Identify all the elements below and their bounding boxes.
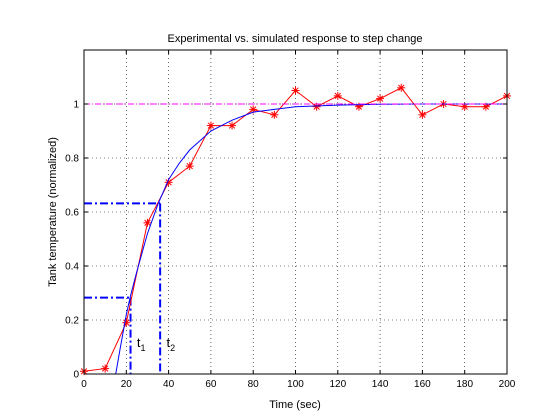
marker-stroke xyxy=(398,84,405,91)
x-tick-label: 120 xyxy=(329,379,346,390)
x-tick-label: 20 xyxy=(121,379,133,390)
x-tick-label: 0 xyxy=(81,379,87,390)
series-layer xyxy=(80,83,511,376)
x-tick-label: 100 xyxy=(287,379,304,390)
x-axis-label: Time (sec) xyxy=(269,399,321,411)
experimental-data-point xyxy=(397,83,406,92)
experimental-data-point xyxy=(249,105,258,114)
experimental-data-point xyxy=(206,121,215,130)
experimental-data-point xyxy=(418,110,427,119)
marker-stroke xyxy=(228,122,236,129)
marker-stroke xyxy=(186,162,193,170)
marker-stroke xyxy=(419,111,426,118)
experimental-data-point xyxy=(291,86,300,95)
experimental-data-point xyxy=(228,121,237,130)
marker-stroke xyxy=(334,92,341,100)
marker-stroke xyxy=(482,103,490,110)
marker-stroke xyxy=(207,122,215,129)
experimental-data-point xyxy=(164,178,173,187)
experimental-data-point xyxy=(101,364,110,373)
experimental-data-point xyxy=(122,318,131,327)
annotations: t1 t2 xyxy=(137,335,175,353)
experimental-data-point xyxy=(185,162,194,171)
simulated-response-line xyxy=(84,103,507,375)
y-tick-label: 0.6 xyxy=(65,208,79,219)
annotation-label: t1 xyxy=(137,335,146,353)
y-tick-label: 0.2 xyxy=(65,316,79,327)
x-tick-label: 80 xyxy=(248,379,260,390)
y-tick-label: 0.8 xyxy=(65,154,79,165)
marker-stroke xyxy=(313,103,320,110)
chart-title: Experimental vs. simulated response to s… xyxy=(168,33,423,45)
construction-lines xyxy=(84,202,162,374)
marker-stroke xyxy=(461,103,468,110)
experimental-data-point xyxy=(143,218,152,227)
y-axis-label: Tank temperature (normalized) xyxy=(47,137,59,287)
annotation-label: t2 xyxy=(166,335,175,353)
marker-stroke xyxy=(144,219,151,226)
x-tick-label: 140 xyxy=(372,379,389,390)
x-tick-label: 60 xyxy=(205,379,217,390)
marker-stroke xyxy=(292,87,299,94)
marker-stroke xyxy=(101,365,109,372)
x-tick-label: 180 xyxy=(456,379,473,390)
experimental-data-point xyxy=(376,94,385,103)
experimental-data-point xyxy=(270,110,279,119)
y-tick-label: 1 xyxy=(73,100,79,111)
marker-stroke xyxy=(271,111,278,118)
y-tick-label: 0.4 xyxy=(65,262,79,273)
x-tick-label: 200 xyxy=(499,379,516,390)
x-tick-label: 40 xyxy=(163,379,175,390)
axis-ticks: 0 20 40 60 80 100 120 140 160 180 200 0 0.2 0.4 0.6 0.8… xyxy=(65,50,516,390)
marker-stroke xyxy=(376,95,384,102)
experimental-data-point xyxy=(333,91,342,100)
y-tick-label: 0 xyxy=(73,370,79,381)
x-tick-label: 160 xyxy=(414,379,431,390)
marker-stroke xyxy=(250,106,257,113)
